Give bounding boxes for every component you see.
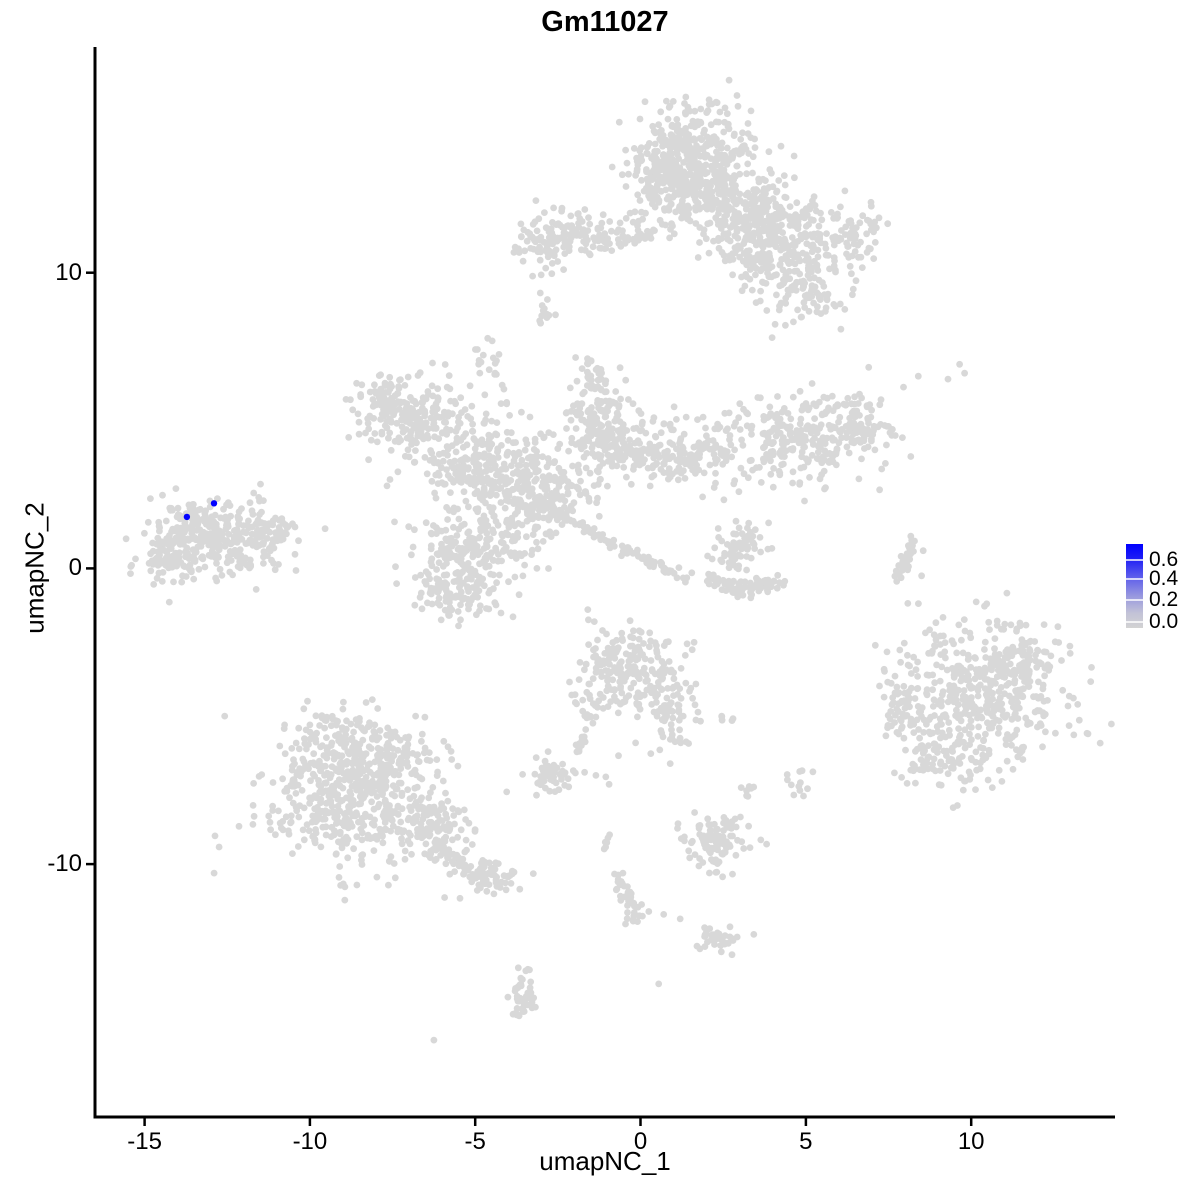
axes bbox=[86, 47, 1115, 1126]
legend-label: 0.4 bbox=[1149, 567, 1179, 591]
x-tick-label: 10 bbox=[957, 1128, 985, 1155]
x-tick-label: -15 bbox=[127, 1128, 162, 1155]
x-axis-title: umapNC_1 bbox=[539, 1146, 671, 1176]
scatter-points bbox=[122, 76, 1115, 1044]
color-legend: 0.6 0.4 0.2 0.0 bbox=[1126, 544, 1200, 633]
chart-title: Gm11027 bbox=[541, 6, 669, 38]
y-tick-label: -10 bbox=[47, 850, 82, 878]
legend-tick-mark bbox=[1126, 621, 1143, 624]
x-tick-label: -5 bbox=[464, 1128, 486, 1155]
y-tick-label: 0 bbox=[68, 554, 82, 582]
legend-tick-mark bbox=[1126, 599, 1143, 602]
legend-label: 0.2 bbox=[1149, 588, 1179, 612]
x-tick-label: 5 bbox=[799, 1128, 813, 1155]
legend-gradient-bar bbox=[1126, 544, 1143, 628]
legend-tick-mark bbox=[1126, 578, 1143, 581]
x-tick-label: -10 bbox=[292, 1128, 328, 1155]
legend-label: 0.6 bbox=[1149, 547, 1179, 571]
x-tick-label: 0 bbox=[633, 1128, 648, 1155]
legend-tick-mark bbox=[1126, 558, 1143, 561]
highlighted-points bbox=[183, 500, 218, 521]
y-tick-label: 10 bbox=[55, 258, 82, 286]
legend-label: 0.0 bbox=[1149, 610, 1179, 634]
